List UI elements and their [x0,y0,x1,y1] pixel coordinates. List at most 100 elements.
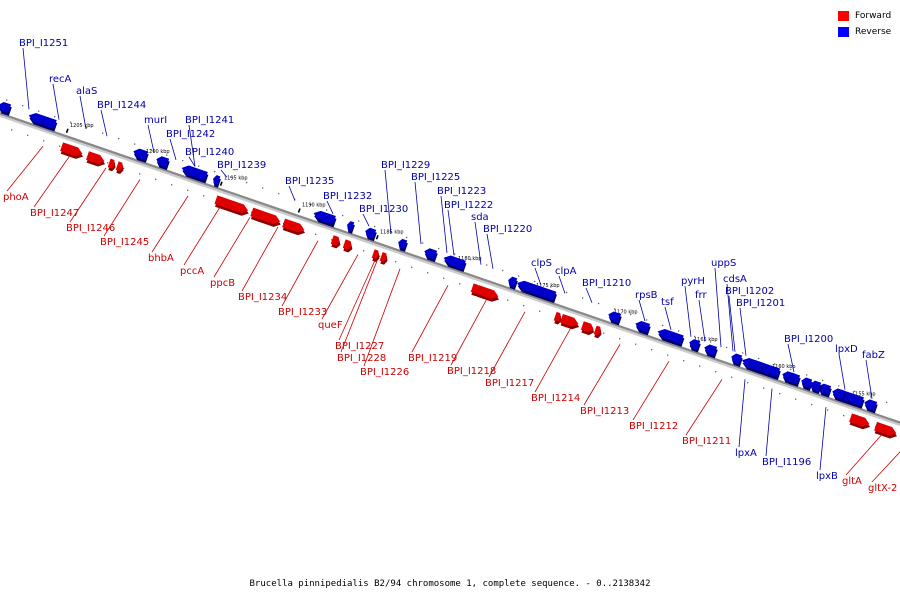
gene-forward [330,235,341,249]
gene-label-reverse: BPI_I1222 [444,200,493,211]
gene-body [0,101,12,114]
track-dot [198,165,200,167]
backbone-shadow [0,112,900,427]
gene-label-reverse: alaS [76,86,97,97]
gene-body [818,383,832,395]
gene-forward [86,151,106,167]
gene-label-reverse: pyrH [681,276,705,287]
label-leader [188,156,196,167]
label-leader [100,109,108,137]
label-leader [714,267,722,348]
gene-forward [379,252,388,265]
gene-body [731,353,743,365]
tick-mark [297,208,301,213]
tick-label: 1155 kbp [852,391,876,397]
gene-body [115,161,123,172]
gene-reverse [213,175,221,188]
label-leader [340,260,378,353]
gene-label-reverse: BPI_I1240 [185,147,234,158]
track-dot [614,308,616,310]
gene-label-forward: BPI_I1211 [682,436,731,447]
track-dot [379,255,381,257]
label-leader [765,388,773,457]
track-dot [166,154,168,156]
gene-body [608,311,622,323]
label-leader [738,379,746,448]
track-dot [331,239,333,241]
label-leader [326,200,334,214]
track-dot [763,387,765,389]
track-dot [843,414,845,417]
gene-reverse [731,353,743,367]
label-leader [488,311,526,378]
gene-body [86,151,105,164]
track-dot [635,343,637,345]
gene-label-reverse: BPI_I1251 [19,38,68,49]
gene-label-reverse: rpsB [635,290,658,301]
track-dot [187,189,189,191]
track-dot [603,332,605,334]
label-leader [838,353,846,390]
gene-forward [476,285,500,302]
gene-label-reverse: lpxB [816,471,838,482]
track-dot [59,145,61,147]
track-dot [507,299,509,301]
track-dot [619,338,621,340]
track-dot [550,286,552,288]
gene-body [398,238,408,250]
label-leader [534,327,572,393]
tick-mark [219,181,223,186]
gene-reverse [832,388,846,403]
gene-reverse [635,321,651,336]
label-leader [79,95,87,130]
track-dot [182,159,184,162]
track-dot [262,187,264,189]
backbone-line [0,112,900,424]
track-dot [406,236,408,239]
label-leader [220,169,228,178]
gene-label-forward: ppcB [210,278,235,289]
track-dot [678,330,680,332]
label-leader [664,306,672,331]
track-dot [22,104,24,107]
track-dot [779,393,781,395]
gene-label-reverse: murI [144,115,167,126]
gene-label-reverse: BPI_I1200 [784,334,833,345]
gene-forward [115,161,124,175]
gene-label-reverse: uppS [711,258,736,269]
track-dot [214,170,216,173]
track-dot [582,297,584,299]
track-dot [203,195,205,197]
gene-label-reverse: BPI_I1220 [483,224,532,235]
track-dot [523,305,525,307]
label-leader [728,295,736,352]
track-dot [107,162,109,164]
track-dot [870,396,872,398]
gene-reverse [704,344,718,359]
tick-label: 1200 kbp [146,149,170,155]
label-leader [447,209,455,256]
label-leader [450,298,488,366]
gene-label-forward: BPI_I1247 [30,208,79,219]
track-dot [758,357,760,360]
label-leader [845,434,883,476]
gene-reverse [347,221,355,234]
gene-label-reverse: BPI_I1225 [411,172,460,183]
gene-reverse [864,399,878,414]
gene-reverse [517,280,557,304]
track-dot [731,376,733,378]
gene-body [214,195,249,213]
map-caption: Brucella pinnipedialis B2/94 chromosome … [249,579,651,589]
tick-label: 1190 kbp [302,202,326,208]
tick-mark [375,234,379,240]
gene-body [635,321,651,333]
track-dot [123,167,125,169]
label-leader [583,344,621,406]
gene-reverse [365,227,377,242]
gene-body [845,393,864,406]
gene-body [580,321,594,333]
gene-body [250,207,281,224]
gene-reverse [818,383,832,398]
label-leader [819,407,827,471]
gene-label-reverse: BPI_I1235 [285,176,334,187]
